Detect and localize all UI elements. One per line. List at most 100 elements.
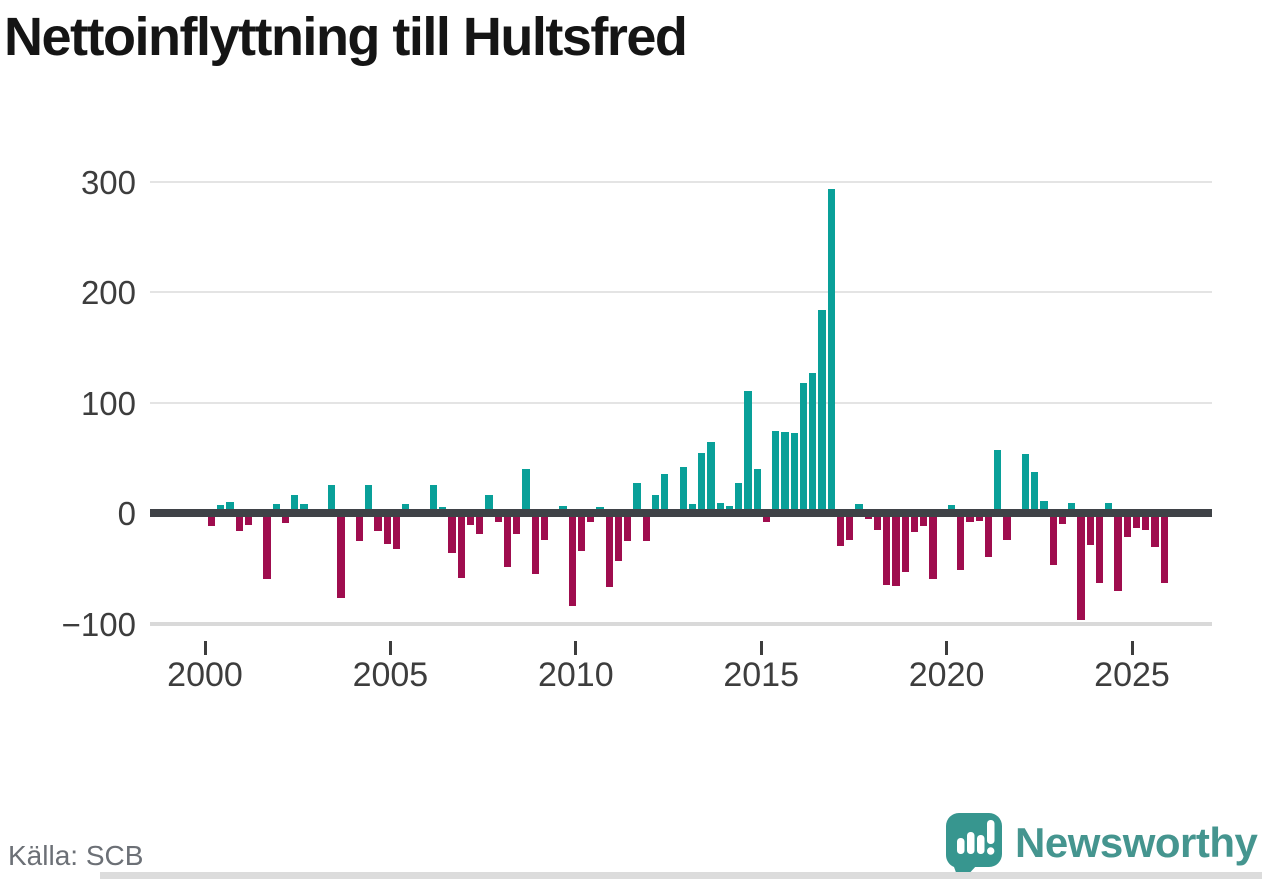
bar-negative [846, 513, 854, 540]
zero-axis-line [150, 508, 1212, 517]
bar-positive [716, 503, 724, 513]
bar-negative [901, 513, 909, 572]
bar-positive [291, 495, 299, 513]
bar-negative [355, 513, 364, 541]
bar-negative [1086, 513, 1094, 546]
gridline [150, 180, 1212, 183]
bottom-divider [100, 872, 1262, 879]
bar-positive [799, 382, 808, 513]
bar-negative [540, 513, 549, 540]
bar-positive [1031, 472, 1039, 513]
bar-negative [892, 513, 900, 586]
bar-positive [781, 432, 789, 513]
bar-negative [207, 513, 216, 527]
x-axis-tick [945, 641, 949, 655]
gridline [150, 621, 1212, 626]
bar-positive [429, 485, 438, 513]
bar-negative [966, 513, 974, 522]
bar-negative [577, 513, 586, 551]
bar-positive [994, 450, 1002, 513]
bar-negative [531, 513, 539, 574]
bar-negative [762, 513, 771, 522]
bar-negative [605, 513, 613, 588]
bar-negative [642, 513, 650, 541]
bar-negative [374, 513, 382, 531]
bar-negative [457, 513, 465, 579]
bar-negative [1151, 513, 1159, 548]
x-axis-tick [574, 641, 578, 655]
bar-negative [1114, 513, 1122, 592]
bar-negative [624, 513, 632, 541]
bar-positive [651, 495, 660, 513]
bar-negative [448, 513, 456, 553]
bar-negative [929, 513, 937, 580]
bar-negative [920, 513, 928, 527]
bar-negative [494, 513, 502, 522]
bar-positive [328, 485, 336, 513]
bar-positive [744, 391, 752, 513]
bar-negative [281, 513, 290, 523]
bar-negative [587, 513, 595, 522]
bar-negative [466, 513, 475, 526]
bar-negative [1077, 513, 1085, 621]
x-axis-tick [759, 641, 763, 655]
bar-positive [772, 431, 780, 513]
bar-positive [633, 483, 641, 513]
source-label: Källa: SCB [8, 840, 144, 871]
x-axis-label: 2005 [352, 656, 429, 694]
x-axis-label: 2000 [167, 656, 243, 694]
bar-negative [873, 513, 882, 530]
bar-positive [698, 453, 706, 513]
bar-positive [1105, 503, 1113, 513]
bar-negative [235, 513, 243, 531]
bar-negative [1003, 513, 1011, 540]
bar-positive [661, 474, 669, 513]
bar-positive [790, 433, 798, 513]
x-axis-label: 2020 [908, 656, 985, 694]
bar-positive [1021, 454, 1030, 513]
bar-negative [883, 513, 891, 585]
x-axis-tick [1130, 641, 1134, 655]
y-axis-label: 300 [80, 163, 136, 201]
bar-negative [614, 513, 623, 561]
gridline [150, 291, 1212, 293]
bar-negative [568, 513, 576, 606]
bar-positive [707, 442, 715, 513]
bar-negative [476, 513, 484, 534]
bar-negative [337, 513, 345, 599]
gridline [150, 401, 1212, 404]
bar-negative [392, 513, 401, 550]
bar-positive [365, 485, 373, 513]
bar-negative [263, 513, 271, 580]
chart-title: Nettoinflyttning till Hultsfred [4, 7, 688, 67]
bar-negative [910, 513, 919, 532]
bar-negative [383, 513, 391, 544]
bar-negative [1123, 513, 1131, 538]
bar-positive [1068, 503, 1076, 513]
bar-positive [809, 372, 817, 513]
bar-negative [984, 513, 993, 558]
bar-negative [1058, 513, 1067, 525]
bar-negative [1160, 513, 1168, 583]
y-axis-label: −100 [61, 605, 136, 643]
bar-positive [753, 468, 761, 513]
x-axis-label: 2010 [537, 656, 614, 694]
bar-positive [485, 495, 493, 513]
x-axis-tick [388, 641, 392, 655]
bar-positive [522, 468, 530, 513]
bar-negative [1142, 513, 1150, 530]
y-axis-label: 200 [80, 274, 136, 311]
bar-positive [679, 466, 687, 513]
bar-negative [975, 513, 983, 521]
bar-positive [1040, 500, 1048, 513]
newsworthy-logo: Newsworthy [946, 813, 1258, 878]
bar-negative [957, 513, 965, 571]
bar-positive [226, 501, 234, 513]
x-axis-label: 2015 [723, 656, 799, 694]
bar-negative [1049, 513, 1057, 565]
bar-negative [503, 513, 512, 568]
bar-negative [244, 513, 253, 526]
bar-positive [827, 189, 835, 513]
x-axis-label: 2025 [1094, 656, 1170, 694]
